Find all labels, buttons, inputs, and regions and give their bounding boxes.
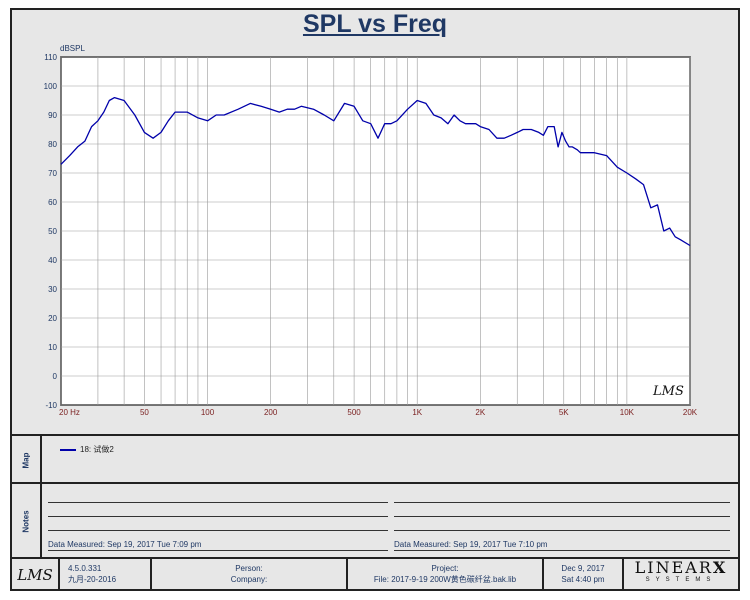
legend-entry: 18: 试做2 (80, 445, 114, 454)
y-tick-label: 0 (53, 372, 58, 381)
x-tick-label: 200 (264, 408, 278, 417)
legend-swatch (60, 448, 76, 451)
x-tick-label: 5K (559, 408, 569, 417)
lms-logo: LMS (17, 566, 53, 584)
version-cell: 4.5.0.331 九月-20-2016 (60, 559, 152, 591)
y-tick-label: 110 (44, 53, 57, 62)
project-label: Project: (431, 564, 459, 573)
map-section: Map 18: 试做2 (12, 434, 738, 484)
linearx-logo: LINEARX (634, 558, 728, 577)
note-line (394, 530, 730, 531)
footer: LMS 4.5.0.331 九月-20-2016 Person: Company… (12, 557, 738, 591)
person-cell: Person: Company: (152, 559, 348, 591)
brand-cell: LINEARX SYSTEMS (624, 559, 738, 591)
footer-date: Dec 9, 2017 (561, 564, 605, 573)
x-tick-label: 2K (475, 408, 485, 417)
y-tick-label: 40 (48, 256, 57, 265)
linearx-subtitle: SYSTEMS (645, 577, 717, 583)
footer-time: Sat 4:40 pm (561, 575, 605, 584)
x-tick-label: 20 Hz (59, 408, 80, 417)
y-axis-label: dBSPL (60, 44, 85, 53)
datetime-cell: Dec 9, 2017 Sat 4:40 pm (544, 559, 624, 591)
file-label: File: 2017-9-19 200W黄色碳纤盆.bak.lib (373, 575, 517, 584)
x-tick-label: 10K (620, 408, 635, 417)
y-tick-label: 20 (48, 314, 57, 323)
y-tick-label: 100 (44, 82, 58, 91)
x-tick-label: 100 (201, 408, 215, 417)
notes-label: Notes (12, 484, 42, 559)
x-tick-label: 20K (683, 408, 698, 417)
version-date: 九月-20-2016 (68, 575, 117, 584)
y-tick-label: 50 (48, 227, 57, 236)
note-line (48, 516, 388, 517)
company-label: Company: (230, 575, 268, 584)
x-tick-label: 500 (347, 408, 361, 417)
note-line (48, 530, 388, 531)
lms-watermark: LMS (652, 384, 684, 399)
legend: 18: 试做2 (60, 444, 114, 455)
y-tick-label: -10 (45, 401, 57, 410)
y-tick-label: 70 (48, 169, 57, 178)
note-line (394, 502, 730, 503)
note-line (394, 516, 730, 517)
series-line (60, 96, 691, 247)
x-tick-label: 50 (140, 408, 149, 417)
chart-title: SPL vs Freq (302, 10, 448, 38)
notes-section: Notes Data Measured: Sep 19, 2017 Tue 7:… (12, 482, 738, 559)
version: 4.5.0.331 (68, 564, 102, 573)
note-line (48, 502, 388, 503)
y-tick-label: 60 (48, 198, 57, 207)
x-tick-label: 1K (412, 408, 422, 417)
note-line (48, 550, 388, 551)
person-label: Person: (235, 564, 263, 573)
project-cell: Project: File: 2017-9-19 200W黄色碳纤盆.bak.l… (348, 559, 544, 591)
y-tick-label: 90 (48, 111, 57, 120)
measured-date-left: Data Measured: Sep 19, 2017 Tue 7:09 pm (48, 540, 202, 549)
map-label: Map (12, 436, 42, 484)
y-tick-label: 30 (48, 285, 57, 294)
y-tick-label: 80 (48, 140, 57, 149)
note-line (394, 550, 730, 551)
footer-logo-cell: LMS (12, 559, 60, 591)
y-tick-label: 10 (48, 343, 57, 352)
measured-date-right: Data Measured: Sep 19, 2017 Tue 7:10 pm (394, 540, 548, 549)
